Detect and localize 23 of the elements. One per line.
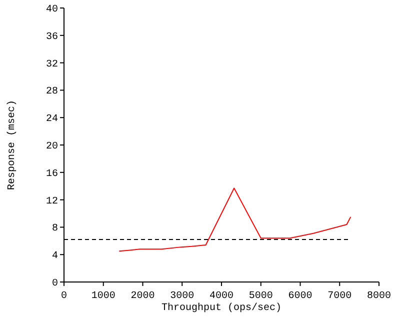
x-tick-label: 4000	[209, 291, 234, 302]
y-tick-label: 20	[46, 142, 58, 152]
x-axis-title: Throughput (ops/sec)	[161, 302, 282, 314]
x-tick-label: 6000	[288, 291, 312, 302]
y-tick-label: 40	[46, 4, 58, 16]
y-tick-label: 16	[46, 168, 58, 180]
y-axis-title: Response (msec)	[6, 100, 18, 190]
x-tick-label: 8000	[366, 291, 392, 302]
x-tick-label: 1000	[91, 291, 116, 302]
line-series	[118, 188, 352, 252]
y-tick-label: 24	[46, 114, 58, 126]
x-tick-label: 3000	[170, 291, 194, 302]
y-tick-label: 0	[52, 278, 58, 290]
x-tick-label: 5000	[248, 291, 273, 302]
y-tick-label: 32	[46, 59, 58, 70]
x-tick-label: 0	[60, 291, 68, 302]
y-tick-label: 4	[52, 251, 58, 262]
x-tick-label: 2000	[130, 291, 155, 302]
y-tick-label: 12	[46, 196, 58, 208]
x-tick-label: 7000	[328, 291, 352, 302]
y-tick-label: 8	[52, 224, 58, 235]
y-tick-label: 28	[46, 86, 58, 98]
y-tick-label: 36	[46, 32, 58, 43]
